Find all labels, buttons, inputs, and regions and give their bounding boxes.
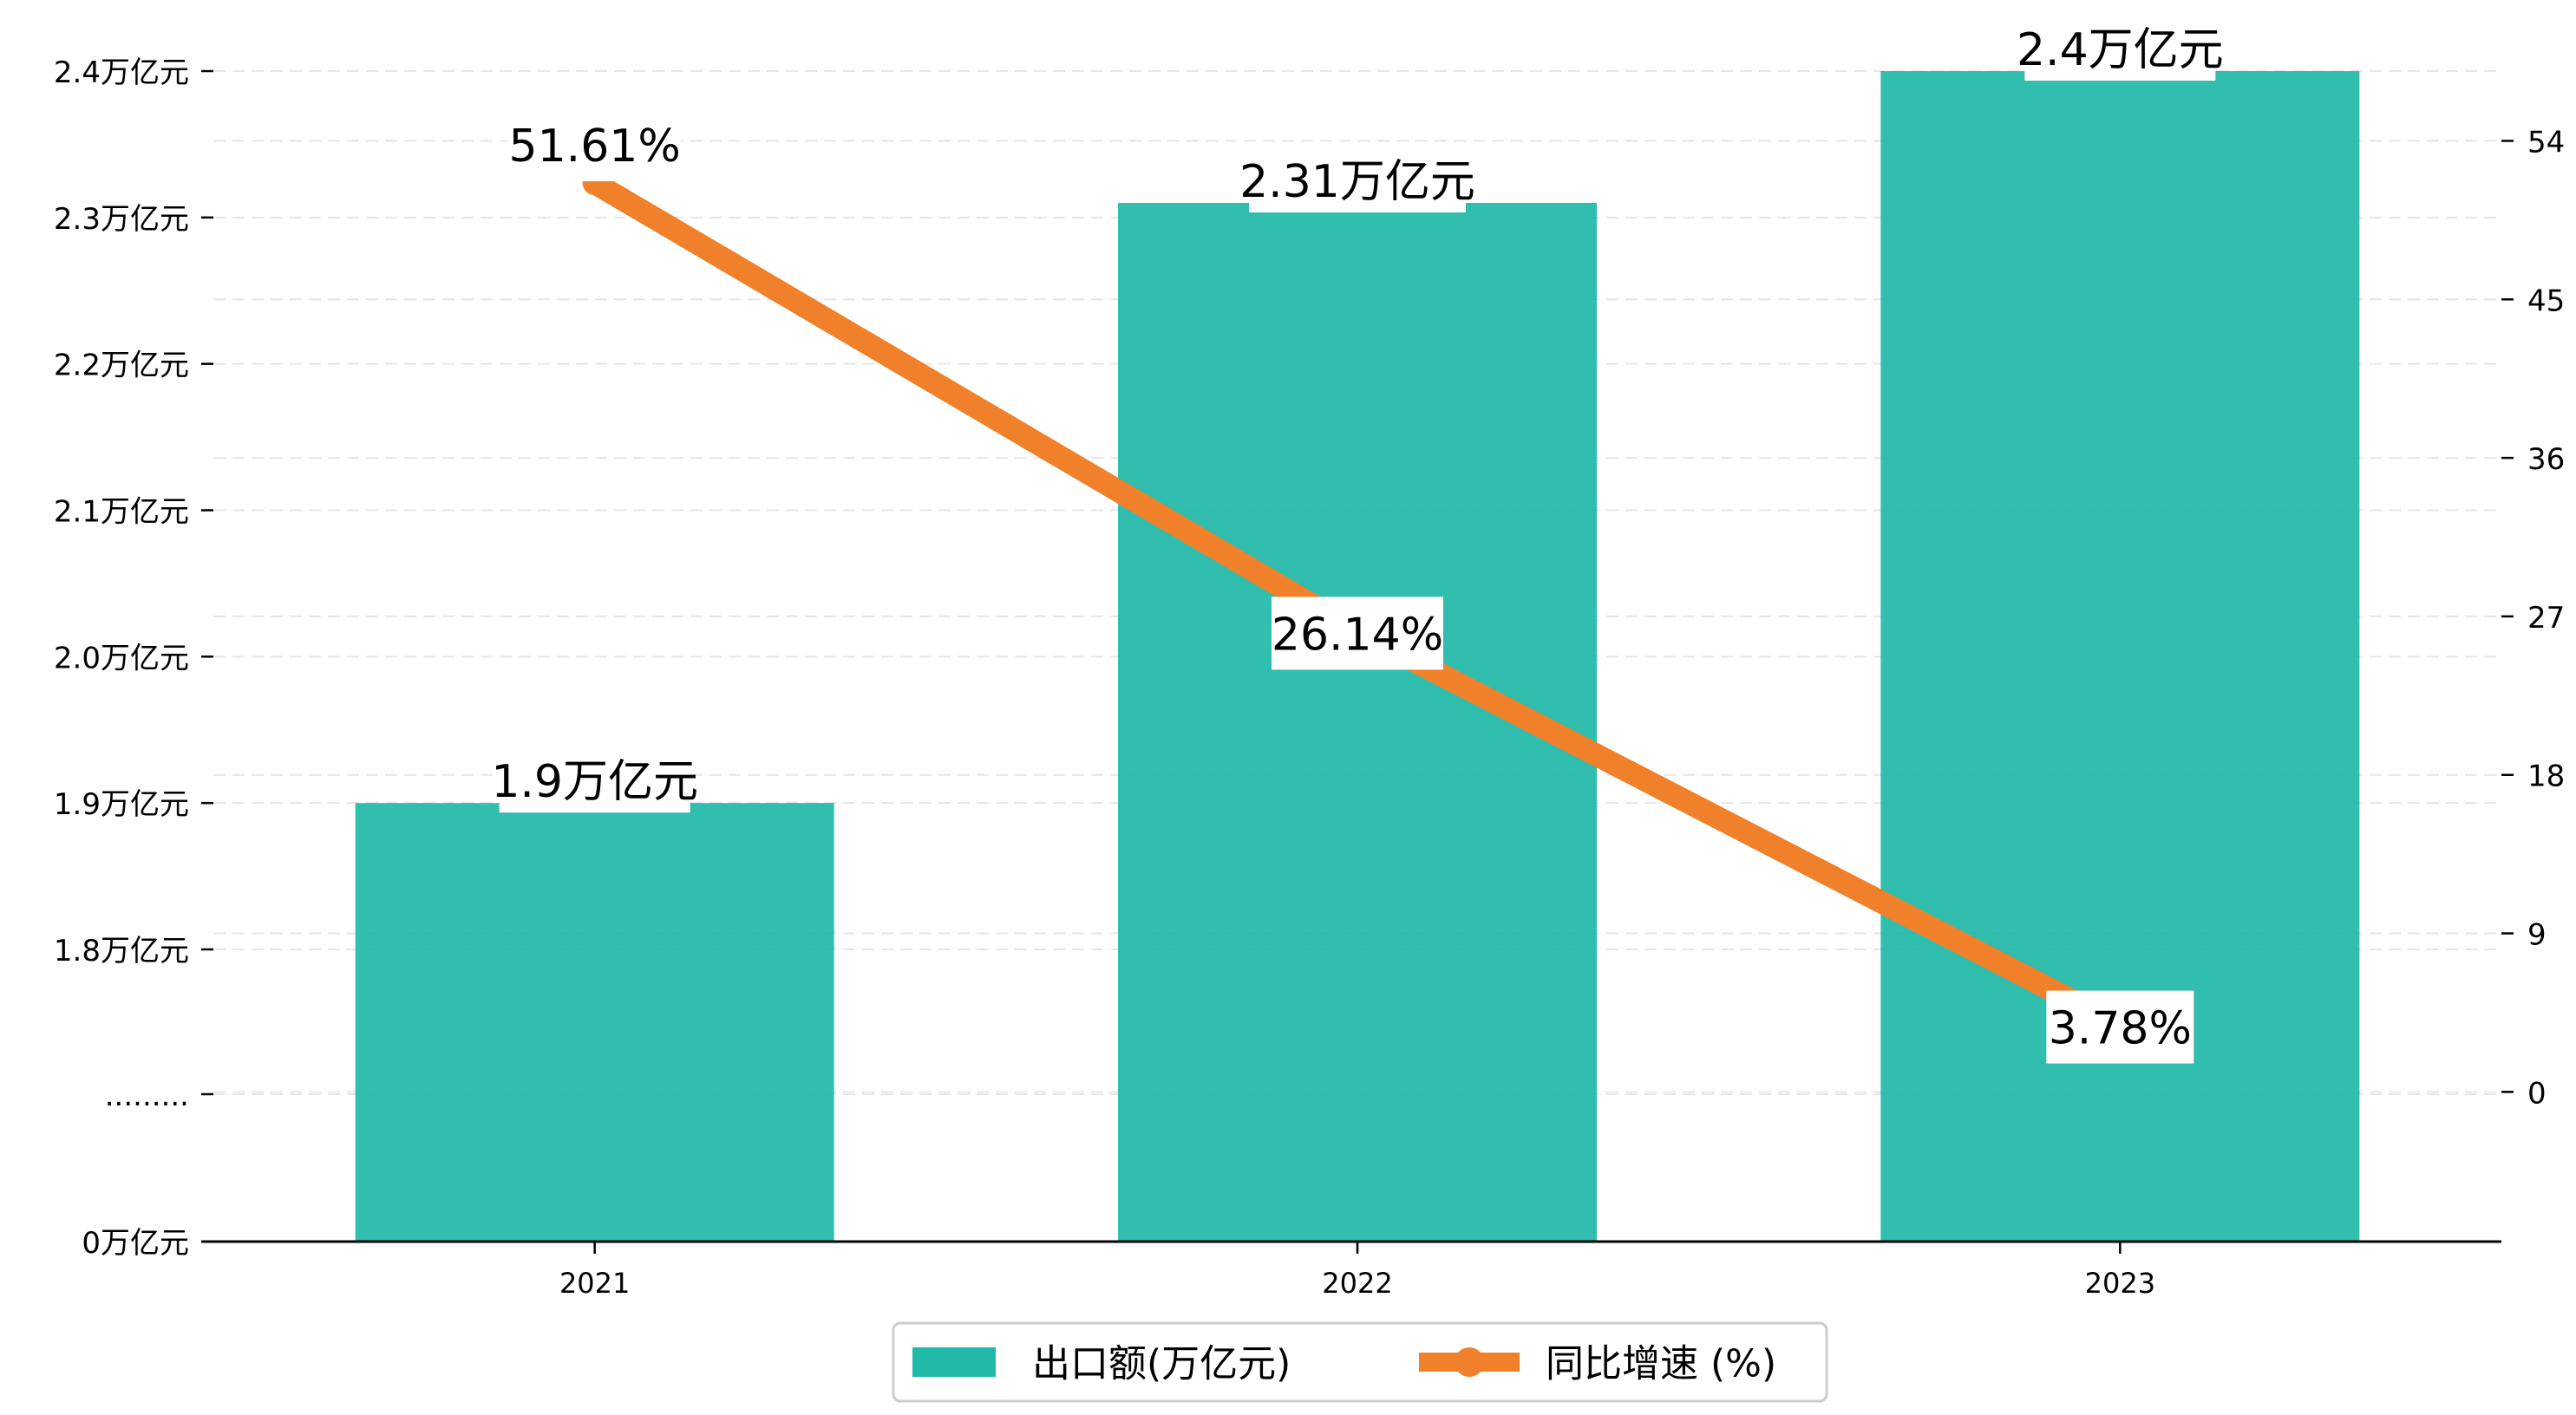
y-right-tick-label: 0 (2527, 1076, 2547, 1111)
y-left-tick-label: 1.9万亿元 (54, 787, 189, 822)
y-right-tick-label: 54 (2527, 125, 2565, 160)
bar-value-label: 2.4万亿元 (2017, 24, 2224, 76)
y-right-tick-label: 27 (2527, 601, 2565, 636)
y-left-tick-label: 2.0万亿元 (54, 641, 189, 675)
bar-value-label-bg (1249, 147, 1466, 212)
legend-bar-label: 出口额(万亿元) (1032, 1342, 1291, 1386)
y-left-tick-label: ......... (105, 1079, 189, 1113)
y-left-tick-label: 2.4万亿元 (54, 55, 189, 90)
y-left-tick-label: 0万亿元 (82, 1226, 189, 1261)
legend-line-marker (1455, 1347, 1484, 1377)
growth-value-label-bg (1272, 597, 1443, 670)
bar-value-label: 2.31万亿元 (1239, 156, 1475, 208)
legend-bar-swatch (912, 1347, 996, 1377)
growth-value-label-bg (508, 108, 681, 182)
bar-export-2023[interactable] (1880, 71, 2360, 1242)
legend-box (892, 1321, 1828, 1403)
x-tick-label: 2022 (1322, 1267, 1392, 1300)
legend-line-label: 同比增速 (%) (1546, 1342, 1776, 1386)
bar-value-label-bg (2024, 16, 2216, 81)
y-left-tick-label: 2.2万亿元 (54, 349, 189, 383)
bar-export-2021[interactable] (355, 803, 834, 1242)
y-right-tick-label: 18 (2527, 760, 2565, 794)
growth-value-label: 26.14% (1272, 609, 1443, 661)
bar-value-label: 1.9万亿元 (491, 756, 698, 808)
y-left-tick-label: 1.8万亿元 (54, 934, 189, 968)
x-tick-label: 2021 (559, 1267, 630, 1300)
x-tick-label: 2023 (2085, 1267, 2155, 1300)
bar-value-label-bg (499, 748, 690, 813)
growth-value-label: 3.78% (2049, 1003, 2192, 1055)
y-right-tick-label: 9 (2527, 918, 2547, 953)
y-right-tick-label: 45 (2527, 284, 2565, 318)
y-left-tick-label: 2.1万亿元 (54, 495, 189, 530)
growth-value-label: 51.61% (509, 121, 681, 173)
y-right-tick-label: 36 (2527, 442, 2565, 477)
y-left-tick-label: 2.3万亿元 (54, 202, 189, 237)
growth-value-label-bg (2046, 990, 2194, 1064)
